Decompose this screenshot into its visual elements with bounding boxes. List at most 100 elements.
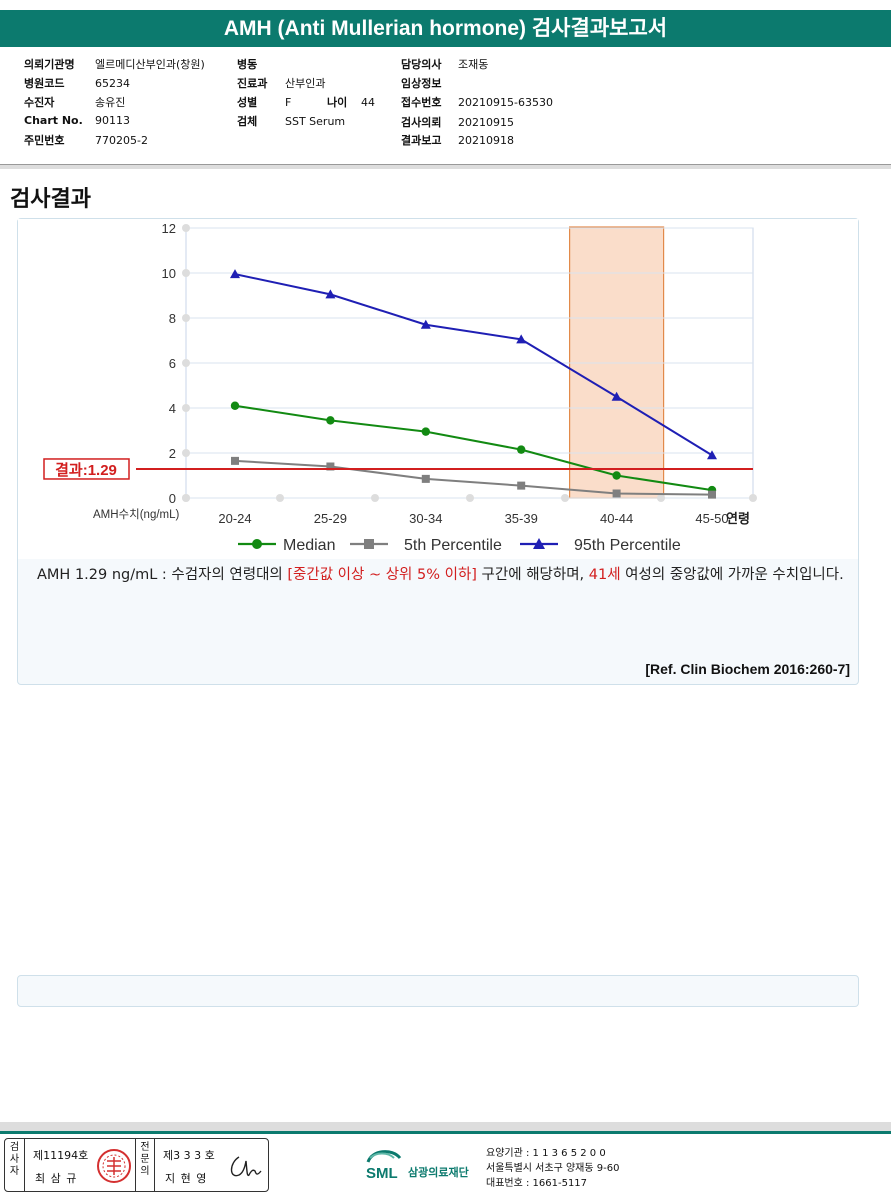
org-address: 서울특별시 서초구 양재동 9-60 — [486, 1163, 620, 1174]
result-text-part1: AMH 1.29 ng/mL : 수검자의 연령대의 — [37, 567, 288, 583]
x-tick-label: 25-29 — [314, 511, 347, 526]
info-col3-value: 20210915 — [458, 116, 514, 129]
series-point — [326, 416, 335, 425]
divider — [0, 165, 891, 169]
x-tick-dot — [371, 494, 379, 502]
info-col3-label: 임상정보 — [401, 77, 442, 90]
y-tick-label: 10 — [162, 266, 176, 281]
legend-marker — [252, 539, 262, 549]
report-title: AMH (Anti Mullerian hormone) 검사결과보고서 — [0, 10, 891, 47]
series-point — [516, 334, 527, 344]
doctor-number: 제3 3 3 호 — [163, 1149, 215, 1162]
inspector-name: 최 삼 규 — [35, 1172, 78, 1185]
org-info: 요양기관 : 1 1 3 6 5 2 0 0 서울특별시 서초구 양재동 9-6… — [486, 1146, 619, 1191]
reference-citation: [Ref. Clin Biochem 2016:260-7] — [645, 661, 850, 677]
info-age-row: 나이 44 — [327, 94, 375, 110]
series-point — [421, 474, 430, 483]
empty-panel — [17, 975, 859, 1007]
info-col1-label: Chart No. — [24, 114, 83, 127]
info-col1-value: 엘르메디산부인과(창원) — [95, 58, 205, 71]
legend-marker — [533, 538, 545, 549]
amh-chart: 0 2 4 6 8 10 12 20-24 25-29 30-34 35-39 40-44 45-50연… — [43, 221, 757, 554]
info-col3-label: 접수번호 — [401, 96, 442, 109]
info-col1-value: 770205-2 — [95, 134, 148, 147]
patient-info: 의뢰기관명 엘르메디산부인과(창원) 병원코드 65234 수진자 송유진 Chart No… — [0, 47, 891, 169]
x-tick-dot — [276, 494, 284, 502]
x-tick-dot — [749, 494, 757, 502]
info-col3-row: 결과보고 20210918 — [401, 132, 514, 148]
result-label: 결과:1.29 — [55, 461, 117, 479]
chart-area: 0 2 4 6 8 10 12 20-24 25-29 30-34 35-39 40-44 45-50 연… — [18, 219, 858, 559]
result-range: [중간값 이상 ~ 상위 5% 이하] — [287, 567, 477, 583]
info-col2-row: 검체 SST Serum — [237, 113, 345, 129]
info-col2-value: F — [285, 96, 292, 109]
info-col3-value: 조재동 — [458, 58, 489, 71]
info-col3-label: 결과보고 — [401, 134, 442, 147]
info-col1-label: 병원코드 — [24, 77, 65, 90]
info-col1-row: 병원코드 65234 — [24, 75, 130, 91]
legend-label: 95th Percentile — [574, 537, 681, 554]
result-age: 41세 — [588, 567, 621, 583]
result-label-box — [43, 458, 130, 480]
sml-logo-text: SML — [366, 1165, 398, 1182]
inspector-number: 제11194호 — [33, 1149, 89, 1162]
y-tick-label: 12 — [162, 221, 176, 236]
info-col3-value: 20210918 — [458, 134, 514, 147]
x-tick-label: 20-24 — [218, 511, 251, 526]
org-phone: 대표번호 : 1661-5117 — [486, 1178, 588, 1189]
y-tick-dot — [182, 359, 190, 367]
info-col1-label: 의뢰기관명 — [24, 58, 75, 71]
legend-marker — [364, 539, 374, 549]
series-point — [325, 289, 336, 299]
info-col1-row: 주민번호 770205-2 — [24, 132, 148, 148]
series-point — [708, 490, 716, 499]
doctor-name: 지 현 영 — [165, 1172, 208, 1185]
y-tick-label: 6 — [169, 356, 176, 371]
info-col1-row: Chart No. 90113 — [24, 114, 130, 127]
info-col3-value: 20210915-63530 — [458, 96, 553, 109]
info-col2-label: 병동 — [237, 58, 258, 71]
x-tick-dot — [466, 494, 474, 502]
legend-label: Median — [283, 537, 335, 554]
info-col1-value: 송유진 — [95, 96, 126, 109]
info-col3-label: 담당의사 — [401, 58, 442, 71]
x-tick-dot — [561, 494, 569, 502]
info-col2-label: 검체 — [237, 115, 258, 128]
y-tick-dot — [182, 269, 190, 277]
footer-divider — [0, 1122, 891, 1134]
y-axis-label: AMH수치(ng/mL) — [93, 508, 180, 521]
series-point — [231, 456, 239, 465]
info-age-value: 44 — [361, 96, 375, 109]
x-axis-suffix: 연령 — [726, 511, 750, 526]
series-point — [517, 445, 526, 454]
info-col2-label: 성별 — [237, 96, 258, 109]
info-col1-row: 의뢰기관명 엘르메디산부인과(창원) — [24, 56, 205, 72]
info-col2-value: SST Serum — [285, 115, 346, 128]
x-tick-label: 30-34 — [409, 511, 442, 526]
section-title: 검사결과 — [10, 187, 91, 212]
org-name: 삼광의료재단 — [408, 1165, 469, 1179]
series-point — [611, 391, 622, 401]
series-line — [234, 459, 713, 496]
info-col3-row: 임상정보 — [401, 75, 458, 91]
info-col2-row: 진료과 산부인과 — [237, 75, 325, 91]
info-col2-row: 성별 F — [237, 94, 291, 110]
series-line — [234, 273, 713, 457]
series-point — [230, 269, 240, 279]
info-col3-row: 검사의뢰 20210915 — [401, 114, 514, 130]
series-point — [420, 319, 431, 329]
legend-label: 5th Percentile — [404, 537, 502, 554]
info-col1-value: 65234 — [95, 77, 130, 90]
info-col1-label: 수진자 — [24, 96, 55, 109]
y-tick-label: 2 — [169, 446, 176, 461]
info-col3-row: 접수번호 20210915-63530 — [401, 94, 553, 110]
x-tick-dot — [657, 494, 665, 502]
series-point — [707, 450, 717, 460]
y-tick-label: 0 — [169, 491, 176, 506]
info-col2-label: 진료과 — [237, 77, 268, 90]
sml-logo-icon: SML 삼광의료재단 — [366, 1150, 469, 1182]
y-tick-dot — [182, 224, 190, 232]
